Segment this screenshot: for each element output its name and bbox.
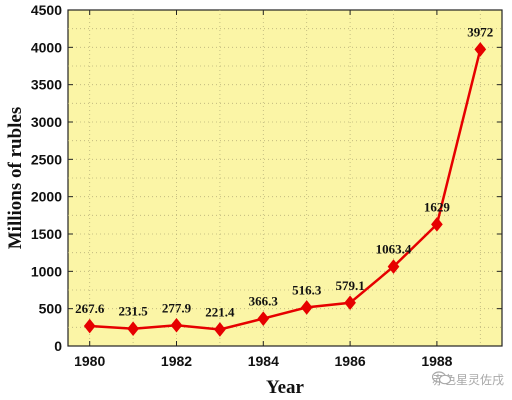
y-tick-label: 500 [39, 301, 63, 317]
data-label: 221.4 [205, 304, 235, 319]
x-tick-label: 1980 [74, 353, 105, 369]
data-point-marker [474, 42, 487, 57]
watermark-text: 赤色星灵佐戌 [431, 373, 504, 387]
y-tick-label: 1500 [31, 226, 62, 242]
axes: 0 500 1000 1500 2000 2500 3000 3500 4000 4500 1980… [31, 2, 502, 369]
x-tick-label: 1982 [161, 353, 192, 369]
data-label: 3972 [467, 24, 493, 39]
data-point-marker [257, 311, 270, 326]
data-point-marker [127, 321, 139, 337]
series-line [89, 49, 482, 331]
data-label: 277.9 [162, 300, 192, 315]
y-tick-label: 1000 [31, 263, 62, 279]
y-axis-title: Millions of rubles [5, 107, 26, 250]
data-series [83, 42, 487, 337]
data-label: 516.3 [292, 282, 322, 297]
data-point-marker [431, 217, 443, 232]
x-tick-label: 1984 [248, 353, 279, 369]
data-point-marker [300, 300, 313, 315]
x-tick-label: 1988 [421, 353, 452, 369]
y-tick-label: 4500 [31, 2, 62, 18]
data-point-marker [83, 318, 96, 334]
x-tick-label: 1986 [335, 353, 366, 369]
data-label: 231.5 [118, 304, 148, 319]
data-point-marker [170, 317, 183, 333]
y-tick-label: 3500 [31, 77, 62, 93]
y-tick-label: 4000 [31, 39, 62, 55]
data-labels: 267.6 231.5 277.9 221.4 366.3 516.3 579.1 1063.… [75, 24, 493, 319]
y-tick-label: 2500 [31, 151, 62, 167]
x-axis-title: Year [266, 377, 305, 398]
data-point-marker [387, 259, 400, 274]
y-tick-label: 0 [54, 338, 62, 354]
data-label: 579.1 [335, 278, 364, 293]
data-point-marker [214, 322, 226, 337]
data-label: 1063.4 [376, 242, 412, 257]
data-label: 366.3 [249, 294, 279, 309]
data-point-marker [344, 295, 356, 311]
grid [68, 10, 502, 346]
watermark: 赤色星灵佐戌 [431, 371, 504, 388]
y-tick-label: 3000 [31, 114, 62, 130]
data-label: 1629 [424, 199, 451, 214]
y-tick-label: 2000 [31, 189, 62, 205]
wechat-icon [431, 371, 452, 385]
data-label: 267.6 [75, 301, 105, 316]
